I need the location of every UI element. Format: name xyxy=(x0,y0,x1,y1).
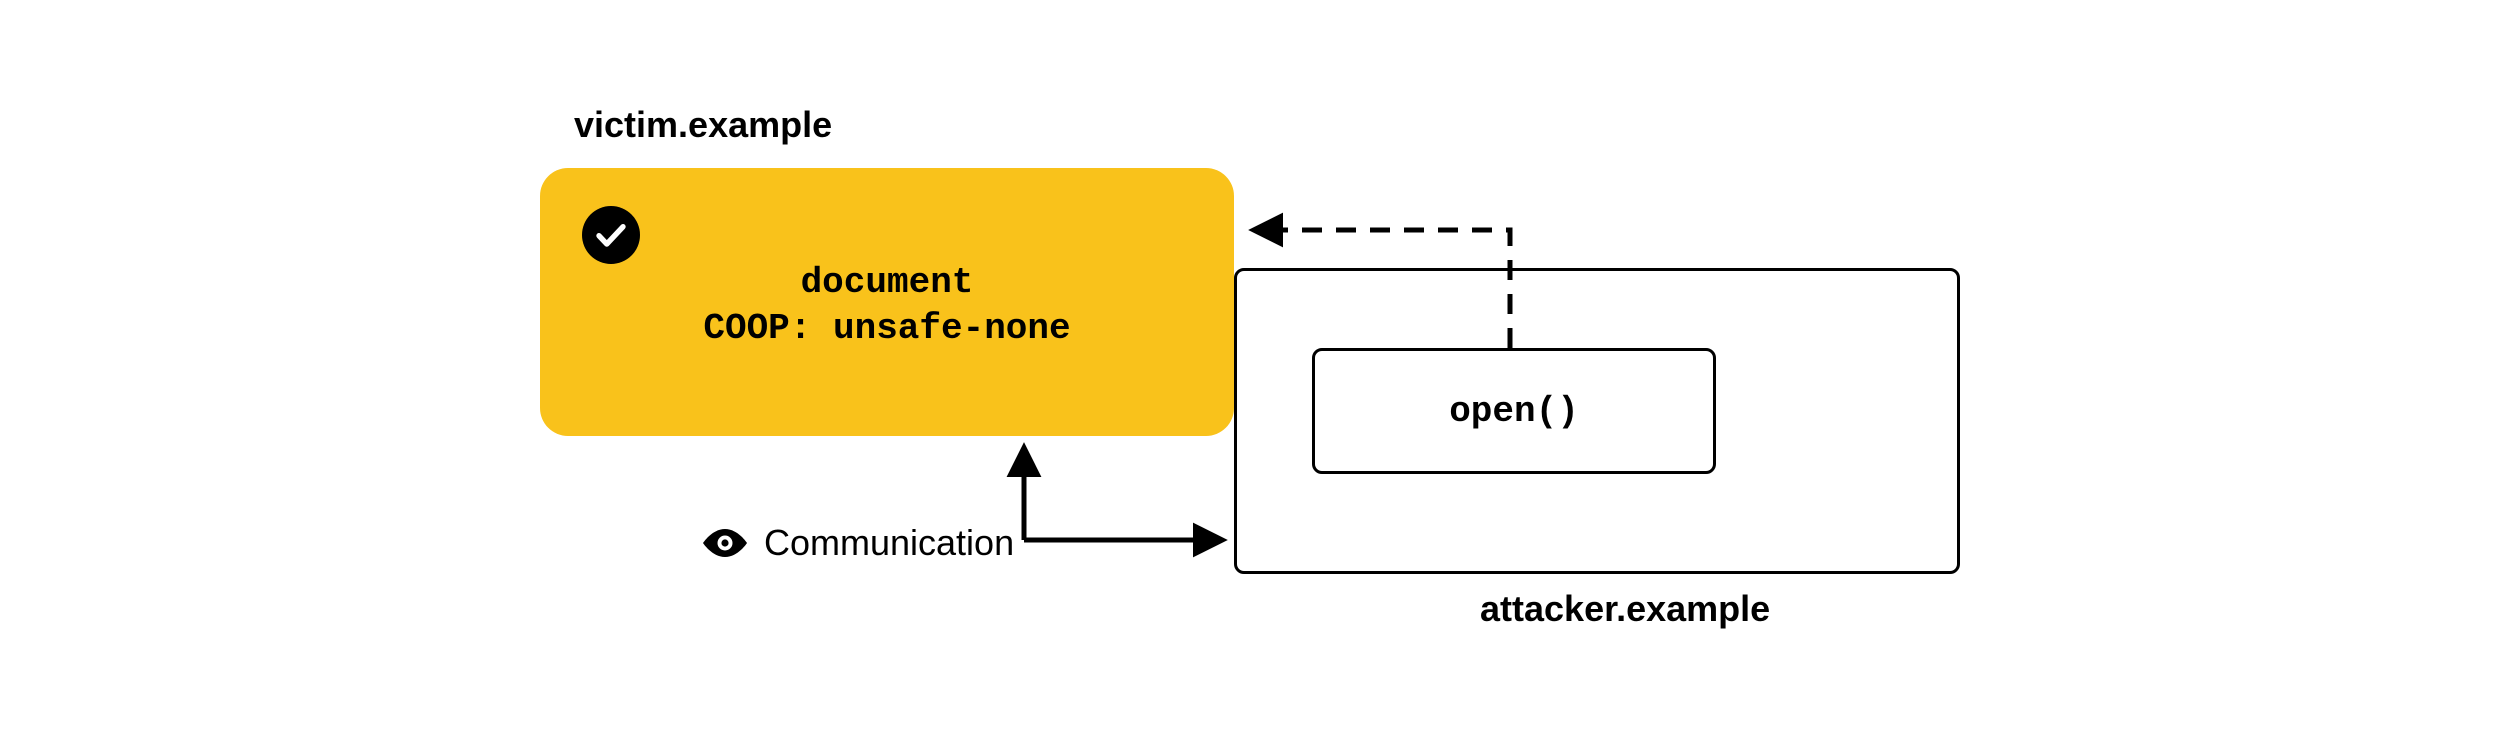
check-icon xyxy=(582,206,640,264)
coop-diagram: victim.example document COOP: unsafe-non… xyxy=(0,0,2500,729)
victim-label: victim.example xyxy=(574,104,832,146)
victim-doc-line2: COOP: unsafe-none xyxy=(0,308,1774,349)
victim-doc-line1: document xyxy=(0,262,1774,303)
eye-icon xyxy=(700,525,750,561)
open-call-label: open() xyxy=(1449,391,1579,432)
communication-row: Communication xyxy=(700,522,1014,564)
attacker-label: attacker.example xyxy=(1480,588,1770,630)
communication-label: Communication xyxy=(764,522,1014,564)
open-call-box: open() xyxy=(1312,348,1716,474)
